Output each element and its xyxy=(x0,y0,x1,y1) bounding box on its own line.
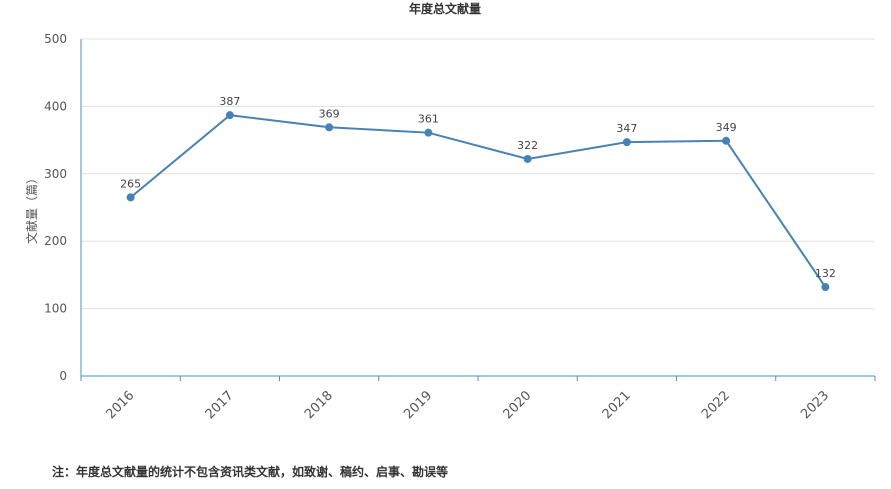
data-label: 369 xyxy=(319,107,340,120)
data-label: 132 xyxy=(815,267,836,280)
data-point xyxy=(821,283,830,292)
y-tick-label: 100 xyxy=(44,302,67,316)
y-tick-label: 300 xyxy=(44,167,67,181)
data-point xyxy=(225,111,234,120)
x-tick-label: 2019 xyxy=(401,388,435,422)
x-tick-label: 2020 xyxy=(500,388,534,422)
y-tick-label: 0 xyxy=(59,369,67,383)
x-tick-label: 2016 xyxy=(103,388,137,422)
data-label: 361 xyxy=(418,113,439,126)
series-line xyxy=(129,114,827,288)
y-tick-label: 500 xyxy=(44,32,67,46)
y-axis-label: 文献量（篇） xyxy=(24,172,39,244)
data-point xyxy=(424,128,433,137)
y-tick-label: 400 xyxy=(44,99,67,113)
data-point xyxy=(722,136,731,145)
footnote: 注：年度总文献量的统计不包含资讯类文献，如致谢、稿约、启事、勘误等 xyxy=(52,465,449,479)
x-tick-label: 2021 xyxy=(600,388,634,422)
data-label: 265 xyxy=(120,177,141,190)
x-tick-label: 2017 xyxy=(203,388,237,422)
x-tick-label: 2022 xyxy=(699,388,733,422)
data-point xyxy=(126,193,135,202)
data-point xyxy=(325,123,334,132)
tick-labels: 0 100 200 300 400 500 2016 2017 2018 2019 2020 2021… xyxy=(44,32,832,422)
data-point xyxy=(523,154,532,163)
grid xyxy=(81,38,875,310)
data-label: 347 xyxy=(616,122,637,135)
series-layer: 265 387 369 361 322 347 349 132 xyxy=(120,95,836,292)
x-tick-label: 2023 xyxy=(798,388,832,422)
data-label: 349 xyxy=(716,121,737,134)
data-label: 387 xyxy=(219,95,240,108)
data-point xyxy=(622,138,631,147)
chart-title: 年度总文献量 xyxy=(409,1,481,16)
data-label: 322 xyxy=(517,139,538,152)
x-tick-label: 2018 xyxy=(302,388,336,422)
y-tick-label: 200 xyxy=(44,234,67,248)
axes xyxy=(80,39,876,381)
